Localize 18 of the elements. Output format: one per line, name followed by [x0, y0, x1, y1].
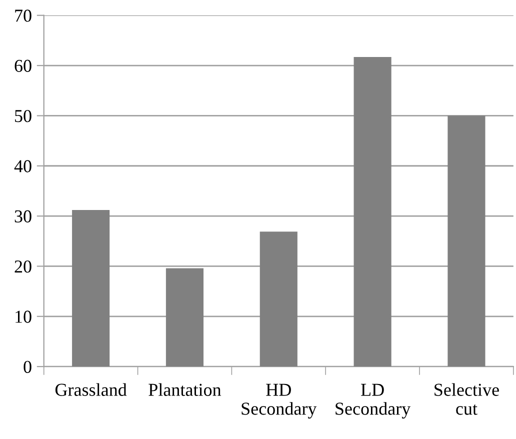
- bar: [354, 57, 392, 367]
- y-tick-label: 20: [14, 260, 32, 273]
- bar: [448, 116, 486, 367]
- y-tick-label: 0: [24, 360, 32, 374]
- x-tick-label: HD Secondary: [242, 384, 317, 419]
- y-tick-label: 30: [14, 210, 32, 222]
- x-tick-label: Grassland: [55, 383, 127, 396]
- x-tick-label: Plantation: [148, 383, 222, 396]
- bar: [260, 232, 298, 367]
- y-tick-label: 10: [16, 310, 32, 323]
- y-tick-label: 50: [15, 110, 32, 122]
- y-tick-label: 40: [14, 160, 32, 172]
- x-tick-label: Selective cut: [434, 383, 499, 415]
- bar: [72, 210, 110, 367]
- y-tick-label: 70: [15, 10, 32, 22]
- bar: [166, 268, 204, 367]
- y-tick-label: 60: [14, 60, 32, 72]
- x-tick-label: LD Secondary: [336, 384, 411, 419]
